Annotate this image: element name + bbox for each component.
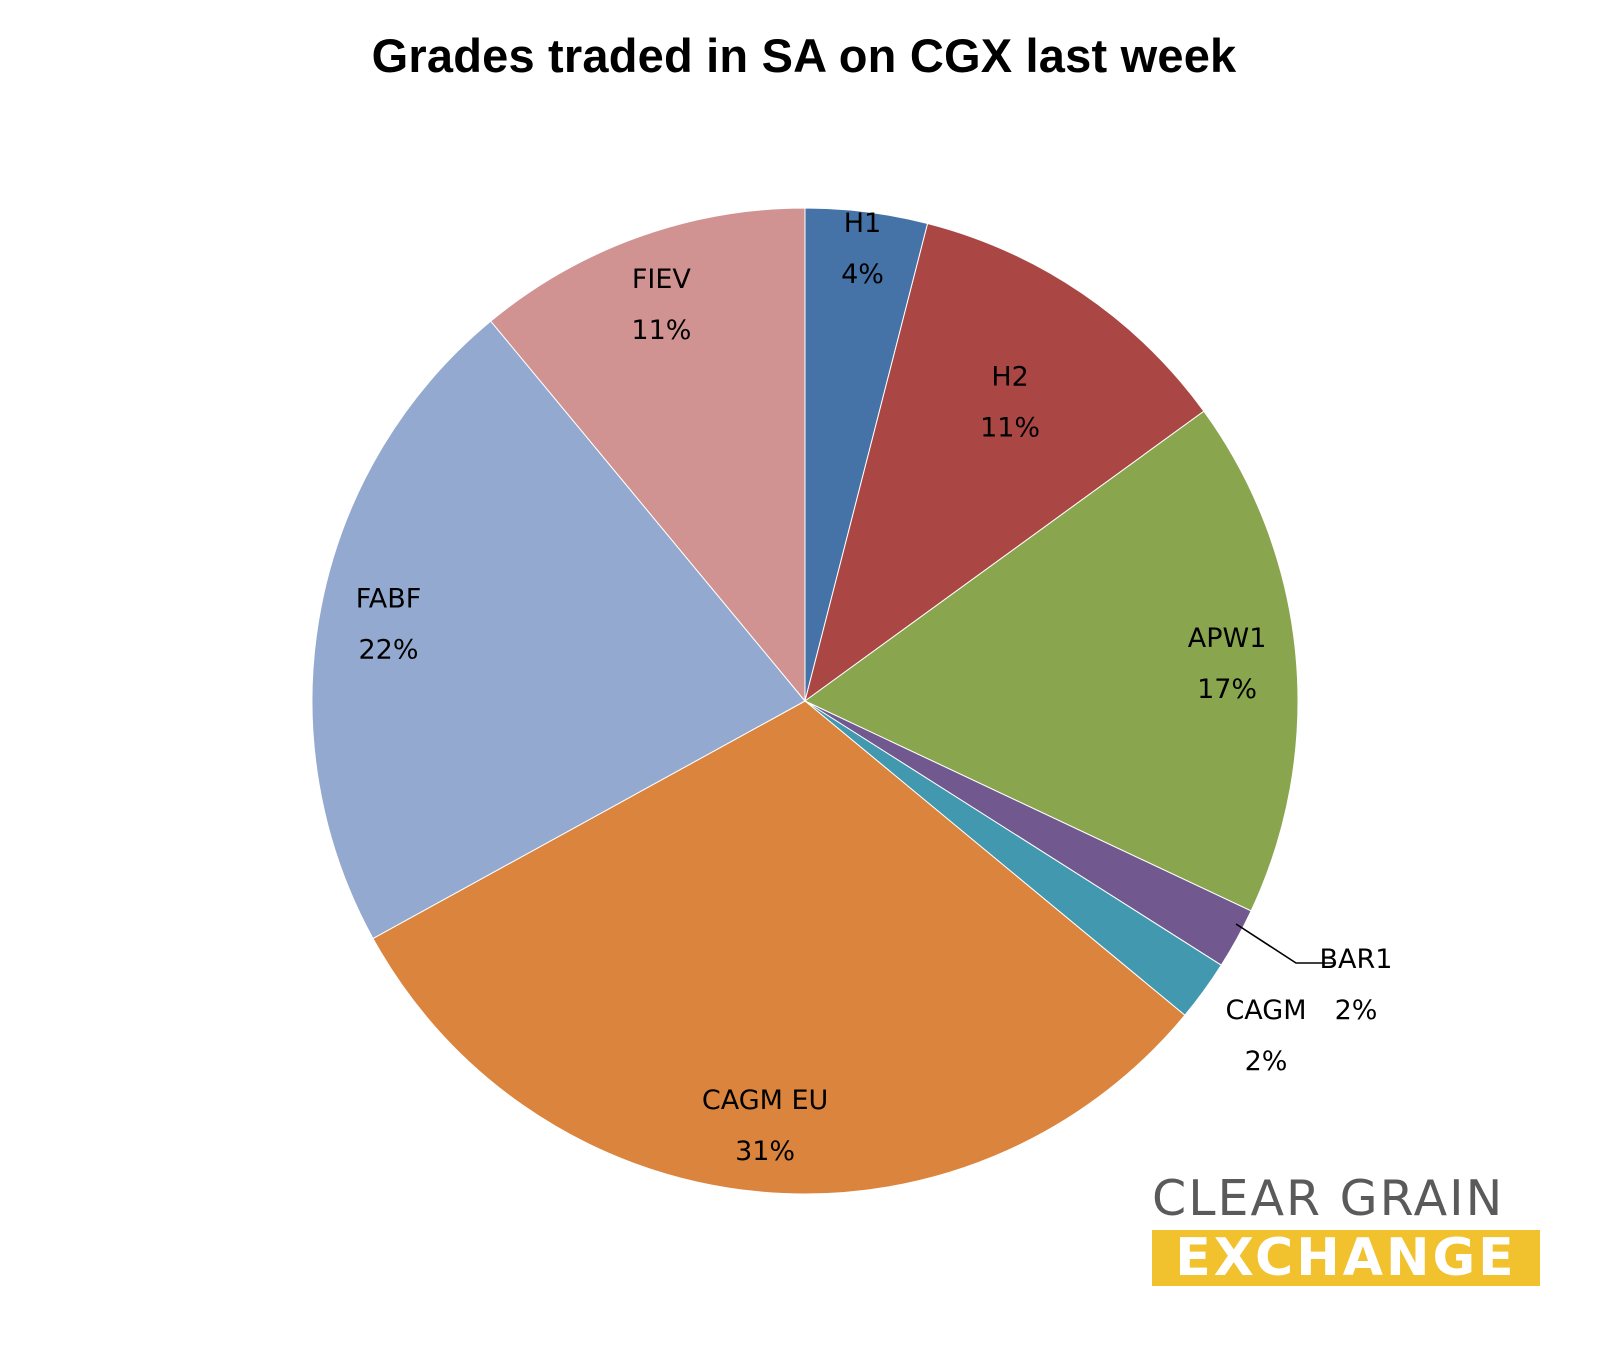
data-label-value-cagm-eu: 31% (735, 1136, 795, 1167)
data-label-value-bar1: 2% (1335, 995, 1378, 1026)
leader-lines (1235, 923, 1334, 964)
data-label-value-apw1: 17% (1197, 674, 1257, 705)
data-label-name-h2: H2 (991, 361, 1028, 392)
data-label-name-bar1: BAR1 (1320, 944, 1393, 975)
data-label-name-apw1: APW1 (1188, 623, 1267, 654)
clear-grain-exchange-logo: CLEAR GRAIN EXCHANGE (1152, 1170, 1540, 1298)
pie-slice-cagm-eu (372, 700, 1186, 1195)
data-label-value-h1: 4% (841, 259, 884, 290)
chart-title: Grades traded in SA on CGX last week (371, 29, 1237, 82)
pie-slice-apw1 (804, 410, 1299, 912)
data-labels: H1 4% H2 11% APW1 17% BAR1 2% CAGM 2% CAGM EU 31% FA… (356, 208, 1393, 1167)
data-label-name-fiev: FIEV (632, 264, 692, 295)
pie-slices (311, 207, 1299, 1195)
logo-text-line2: EXCHANGE (1152, 1230, 1540, 1286)
data-label-name-fabf: FABF (356, 584, 422, 615)
data-label-name-h1: H1 (844, 208, 881, 239)
logo-text-line1: CLEAR GRAIN (1152, 1170, 1505, 1227)
data-label-value-fiev: 11% (631, 315, 691, 346)
leader-line-bar1 (1235, 923, 1334, 964)
pie-slice-fabf (311, 320, 806, 940)
data-label-name-cagm: CAGM (1225, 995, 1306, 1026)
pie-slice-h2 (804, 222, 1205, 703)
data-label-value-cagm: 2% (1245, 1046, 1288, 1077)
data-label-name-cagm-eu: CAGM EU (702, 1085, 828, 1116)
pie-slice-fiev (490, 207, 806, 703)
data-label-value-h2: 11% (980, 412, 1040, 443)
data-label-value-fabf: 22% (358, 635, 418, 666)
